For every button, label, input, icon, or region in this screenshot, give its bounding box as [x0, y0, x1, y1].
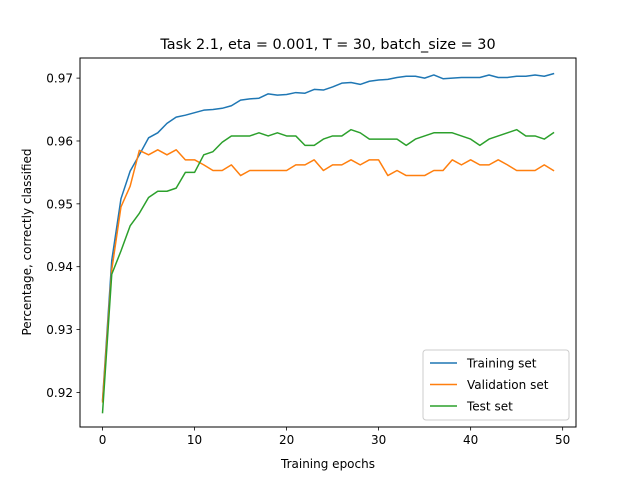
legend-label-0: Training set: [466, 357, 537, 371]
y-tick-label: 0.94: [46, 260, 73, 274]
legend-box: [422, 349, 570, 421]
x-axis: 0 10 20 30 40 50: [99, 427, 570, 447]
y-tick-label: 0.96: [46, 134, 73, 148]
series-line-0: [101, 72, 555, 401]
x-tick-label: 40: [463, 433, 478, 447]
y-tick-label: 0.93: [46, 323, 73, 337]
legend-label-2: Test set: [466, 400, 513, 414]
y-axis-label: Percentage, correctly classified: [20, 148, 34, 335]
series-line-1: [101, 149, 555, 403]
x-axis-label: Training epochs: [280, 457, 375, 471]
y-tick-label: 0.95: [46, 197, 73, 211]
axes-frame: [79, 57, 577, 428]
x-tick-label: 50: [555, 433, 570, 447]
x-tick-label: 0: [99, 433, 107, 447]
series-line-2: [101, 128, 555, 414]
x-tick-label: 30: [371, 433, 386, 447]
y-tick-label: 0.97: [46, 72, 73, 86]
plot-area: [101, 72, 555, 414]
legend-label-1: Validation set: [467, 378, 549, 392]
y-tick-label: 0.92: [46, 386, 73, 400]
y-axis: 0.92 0.93 0.94 0.95 0.96 0.97: [46, 72, 80, 400]
x-tick-label: 20: [279, 433, 294, 447]
x-tick-label: 10: [187, 433, 202, 447]
legend: Training set Validation set Test set: [422, 349, 570, 421]
chart-title: Task 2.1, eta = 0.001, T = 30, batch_siz…: [159, 37, 495, 53]
